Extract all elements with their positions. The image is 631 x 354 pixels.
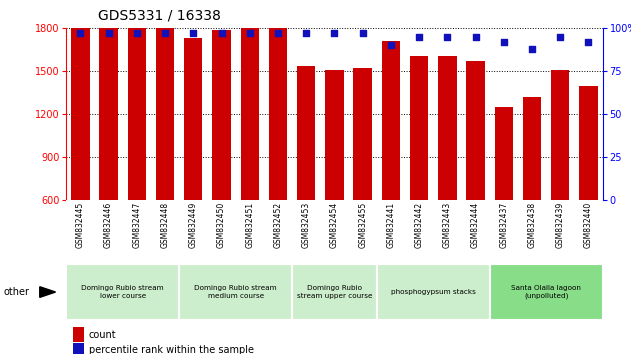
Point [188, 31, 198, 36]
Text: GSM832437: GSM832437 [499, 202, 509, 248]
Bar [523, 97, 541, 200]
Text: percentile rank within the sample: percentile rank within the sample [89, 346, 254, 354]
Point [273, 31, 283, 36]
Bar [382, 41, 400, 200]
Text: GSM832451: GSM832451 [245, 202, 254, 248]
Text: GSM832452: GSM832452 [273, 202, 283, 248]
Text: GSM832453: GSM832453 [302, 202, 310, 248]
Bar [438, 56, 456, 200]
Point [132, 31, 142, 36]
Text: GSM832443: GSM832443 [443, 202, 452, 248]
FancyBboxPatch shape [377, 264, 490, 320]
Text: count: count [89, 330, 117, 339]
Point [329, 31, 339, 36]
Text: GSM832438: GSM832438 [528, 202, 536, 248]
Bar [297, 65, 316, 200]
Point [301, 31, 311, 36]
Bar [71, 10, 90, 200]
FancyBboxPatch shape [292, 264, 377, 320]
Point [442, 34, 452, 40]
Point [527, 46, 537, 52]
Point [584, 39, 594, 45]
Bar [240, 13, 259, 200]
Text: Domingo Rubio
stream upper course: Domingo Rubio stream upper course [297, 285, 372, 299]
Text: Santa Olalla lagoon
(unpolluted): Santa Olalla lagoon (unpolluted) [511, 285, 581, 299]
Text: GSM832444: GSM832444 [471, 202, 480, 248]
Bar [269, 17, 287, 200]
Text: GSM832441: GSM832441 [386, 202, 396, 248]
Text: GSM832450: GSM832450 [217, 202, 226, 248]
Text: GSM832447: GSM832447 [133, 202, 141, 248]
Text: GDS5331 / 16338: GDS5331 / 16338 [98, 9, 221, 23]
Text: GSM832439: GSM832439 [556, 202, 565, 248]
Bar [551, 70, 569, 200]
Bar [127, 0, 146, 200]
Bar [410, 56, 428, 200]
Text: Domingo Rubio stream
medium course: Domingo Rubio stream medium course [194, 285, 277, 299]
Point [245, 31, 255, 36]
Bar [353, 68, 372, 200]
Text: GSM832455: GSM832455 [358, 202, 367, 248]
Text: GSM832440: GSM832440 [584, 202, 593, 248]
Bar [213, 30, 231, 200]
Text: phosphogypsum stacks: phosphogypsum stacks [391, 289, 476, 295]
FancyBboxPatch shape [490, 264, 603, 320]
Bar [184, 38, 203, 200]
Bar [156, 20, 174, 200]
Bar [100, 18, 118, 200]
Text: Domingo Rubio stream
lower course: Domingo Rubio stream lower course [81, 285, 164, 299]
Text: GSM832442: GSM832442 [415, 202, 423, 248]
Point [555, 34, 565, 40]
Point [103, 31, 114, 36]
Bar [466, 61, 485, 200]
Bar [325, 70, 344, 200]
Point [160, 31, 170, 36]
Text: GSM832446: GSM832446 [104, 202, 113, 248]
Bar [495, 107, 513, 200]
Point [414, 34, 424, 40]
Point [498, 39, 509, 45]
FancyBboxPatch shape [66, 264, 179, 320]
Point [358, 31, 368, 36]
Text: GSM832448: GSM832448 [160, 202, 170, 248]
Point [386, 43, 396, 48]
Point [471, 34, 481, 40]
Point [216, 31, 227, 36]
Text: GSM832445: GSM832445 [76, 202, 85, 248]
FancyBboxPatch shape [179, 264, 292, 320]
Point [75, 31, 85, 36]
Text: other: other [3, 287, 29, 297]
Text: GSM832454: GSM832454 [330, 202, 339, 248]
Text: GSM832449: GSM832449 [189, 202, 198, 248]
Bar [579, 86, 598, 200]
